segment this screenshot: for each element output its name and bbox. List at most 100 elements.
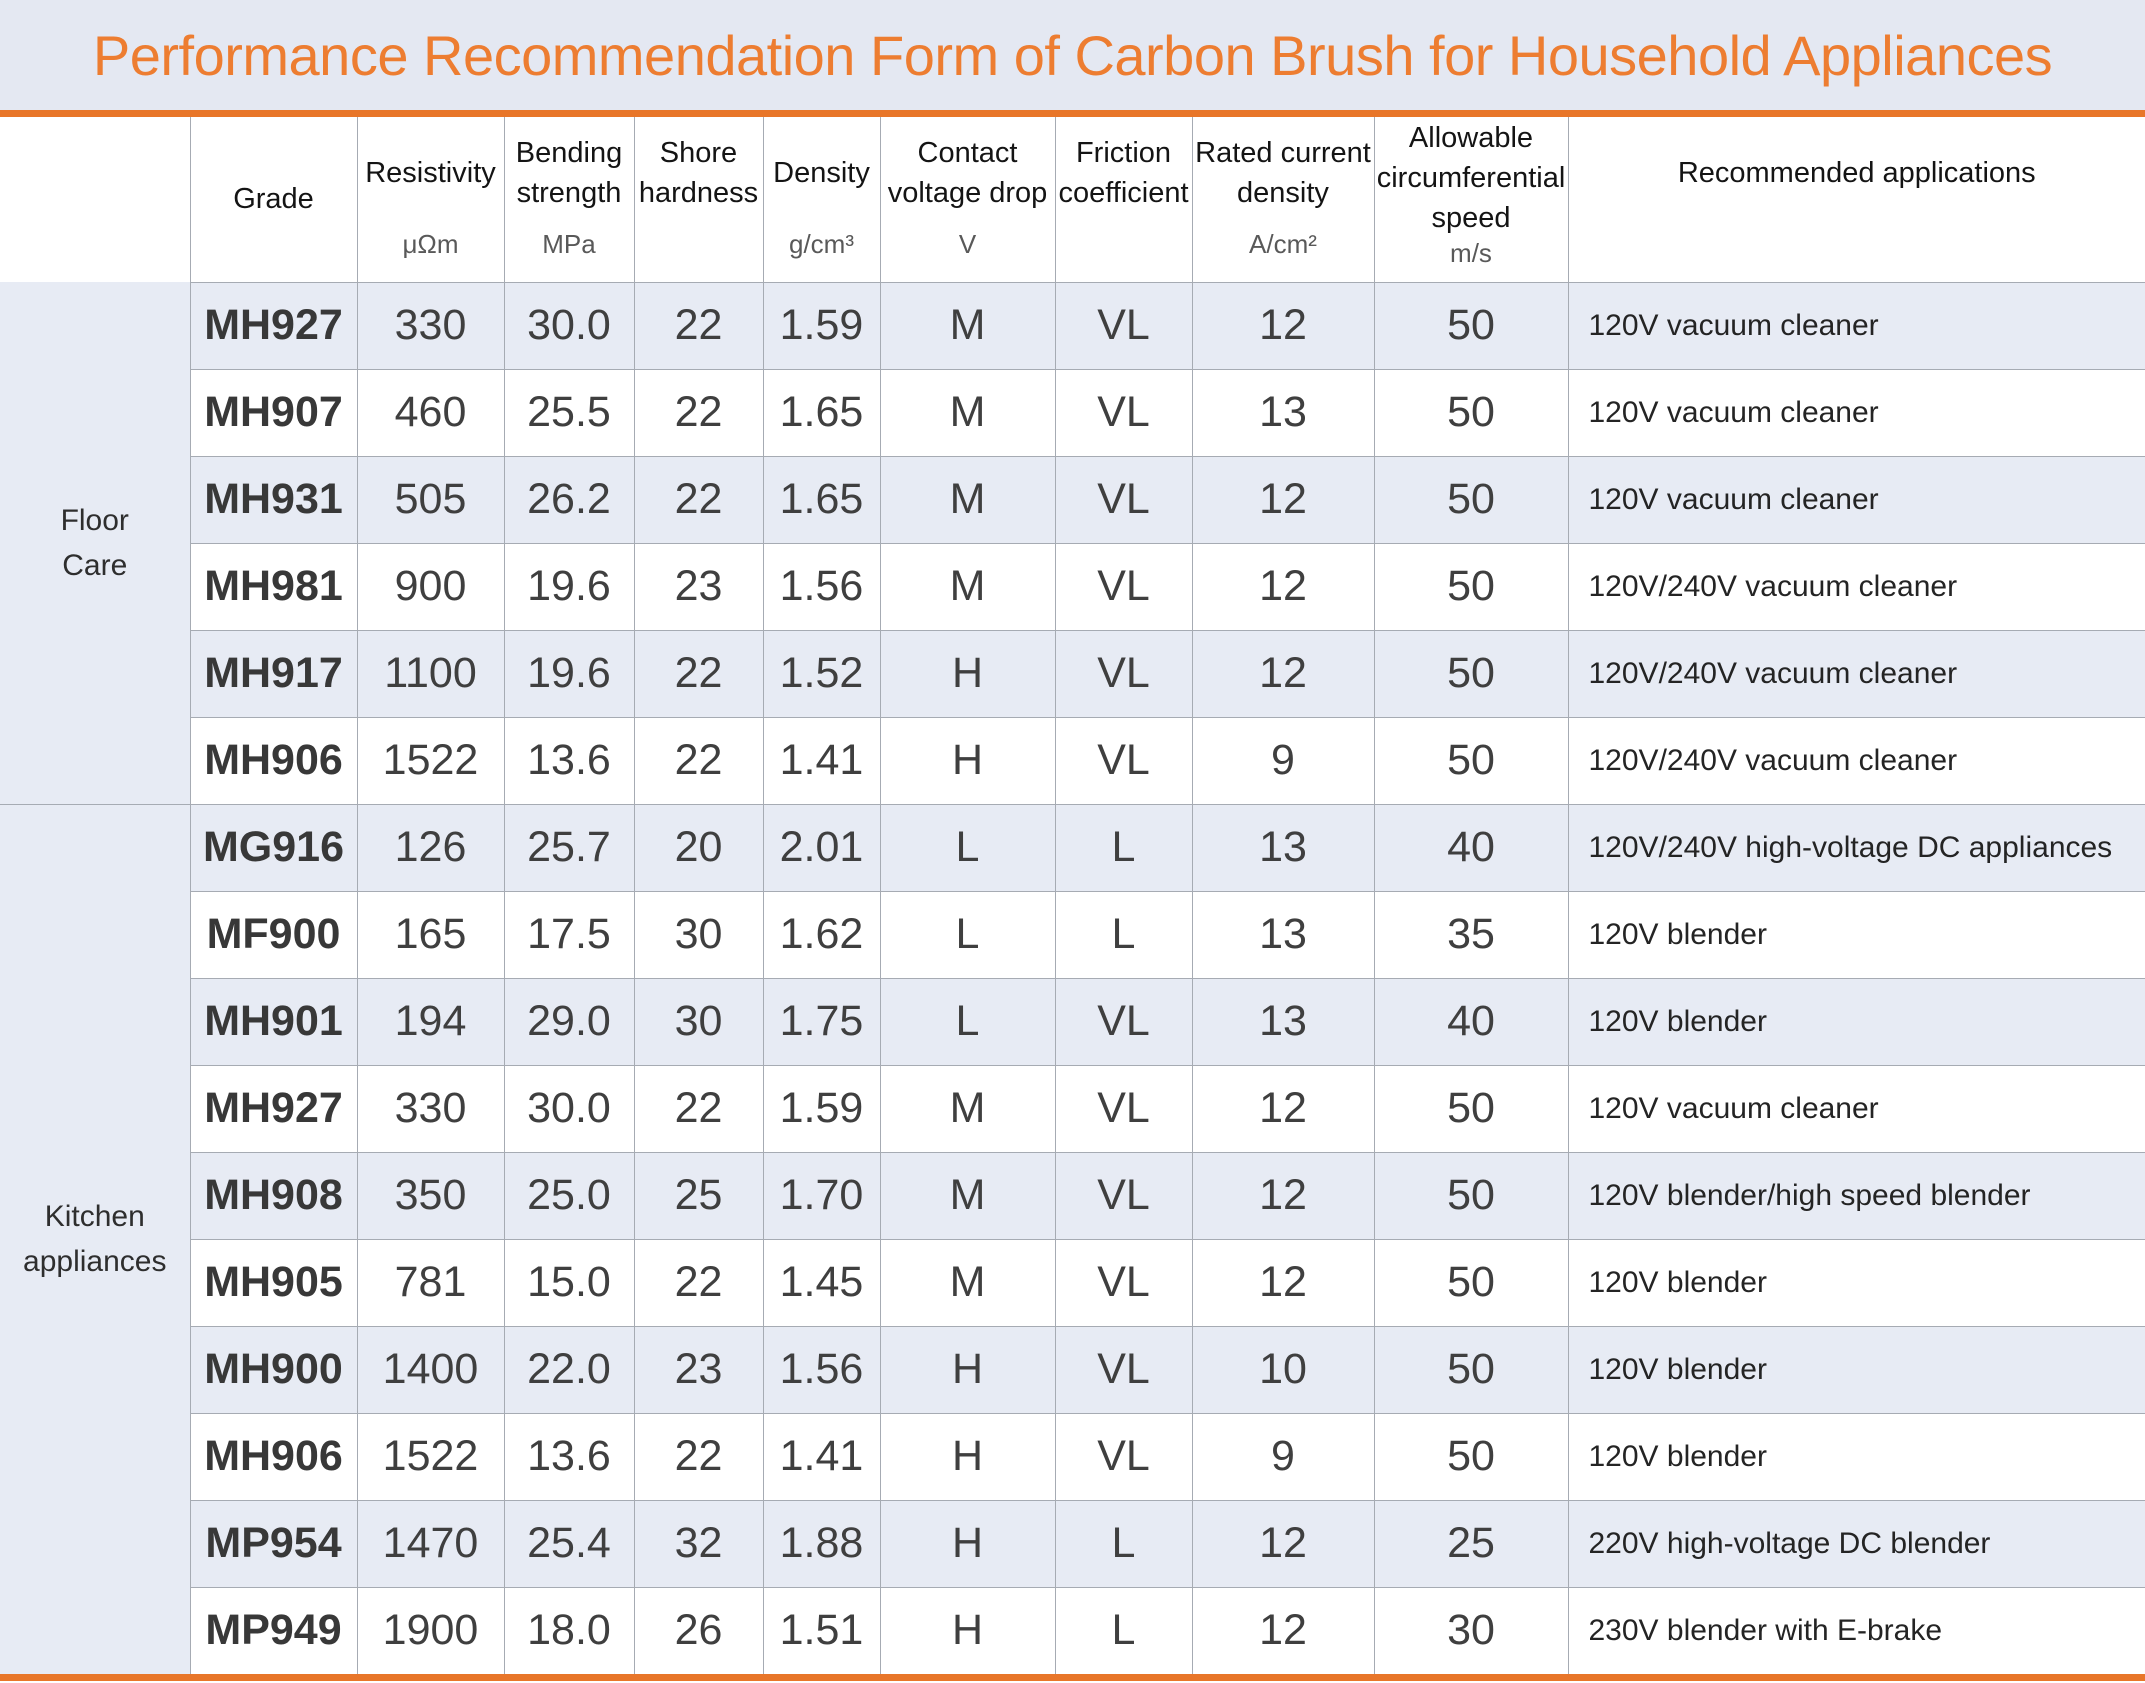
column-label: Recommended applications [1677,157,2036,190]
section-label-line: appliances [23,1245,167,1279]
cell-density: 1.41 [762,1412,881,1501]
cell-recommended_applications: 120V/240V vacuum cleaner [1567,542,2145,631]
cell-friction_coefficient: VL [1054,1325,1193,1414]
table-row: MH906 1522 13.6 22 1.41 H VL 9 50 120V/240V vacuu… [0,716,2145,805]
cell-friction_coefficient: L [1054,1586,1193,1674]
cell-recommended_applications: 120V blender [1567,1412,2145,1501]
cell-friction_coefficient: VL [1054,368,1193,457]
cell-shore_hardness: 22 [633,1238,764,1327]
cell-grade: MH906 [189,1412,358,1501]
cell-friction_coefficient: VL [1054,542,1193,631]
cell-shore_hardness: 22 [633,1412,764,1501]
cell-friction_coefficient: VL [1054,281,1193,370]
cell-density: 1.62 [762,890,881,979]
cell-resistivity: 350 [356,1151,505,1240]
cell-resistivity: 1400 [356,1325,505,1414]
cell-shore_hardness: 30 [633,977,764,1066]
column-label: Grade [233,183,314,216]
cell-grade: MH917 [189,629,358,718]
cell-rated_current_density: 10 [1191,1325,1375,1414]
column-unit: A/cm² [1249,228,1317,259]
cell-resistivity: 1522 [356,716,505,805]
cell-recommended_applications: 120V vacuum cleaner [1567,455,2145,544]
cell-contact_voltage_drop: M [879,368,1056,457]
cell-recommended_applications: 120V blender [1567,977,2145,1066]
cell-shore_hardness: 22 [633,368,764,457]
column-header-contact_voltage_drop: Contact voltage drop V [879,117,1056,283]
column-label: Resistivity [365,157,496,190]
cell-bending_strength: 19.6 [503,629,635,718]
table-header-row: Grade Resistivity μΩm Bending strength MPa Sh… [0,117,2145,283]
cell-shore_hardness: 22 [633,716,764,805]
table-row: MF900 165 17.5 30 1.62 L L 13 35 120V blender [0,890,2145,979]
cell-contact_voltage_drop: L [879,803,1056,892]
column-unit: g/cm³ [789,228,854,259]
cell-allowable_circumferential_speed: 50 [1373,542,1569,631]
cell-bending_strength: 17.5 [503,890,635,979]
cell-allowable_circumferential_speed: 50 [1373,1412,1569,1501]
section-label-line: Kitchen [44,1200,145,1234]
cell-allowable_circumferential_speed: 50 [1373,716,1569,805]
cell-allowable_circumferential_speed: 35 [1373,890,1569,979]
cell-shore_hardness: 23 [633,1325,764,1414]
cell-allowable_circumferential_speed: 50 [1373,1151,1569,1240]
column-header-bending_strength: Bending strength MPa [503,117,635,283]
column-label: Rated current density [1195,137,1371,210]
cell-bending_strength: 30.0 [503,281,635,370]
cell-contact_voltage_drop: M [879,1064,1056,1153]
cell-friction_coefficient: VL [1054,1151,1193,1240]
column-header-density: Density g/cm³ [762,117,881,283]
cell-allowable_circumferential_speed: 50 [1373,1238,1569,1327]
cell-contact_voltage_drop: M [879,1238,1056,1327]
cell-resistivity: 194 [356,977,505,1066]
cell-bending_strength: 15.0 [503,1238,635,1327]
cell-shore_hardness: 32 [633,1499,764,1588]
cell-grade: MF900 [189,890,358,979]
cell-grade: MH901 [189,977,358,1066]
cell-shore_hardness: 30 [633,890,764,979]
cell-density: 2.01 [762,803,881,892]
cell-density: 1.70 [762,1151,881,1240]
column-header-grade: Grade [189,117,358,283]
cell-bending_strength: 18.0 [503,1586,635,1674]
cell-rated_current_density: 12 [1191,1151,1375,1240]
cell-grade: MH907 [189,368,358,457]
table-row: MH931 505 26.2 22 1.65 M VL 12 50 120V vacuum cle… [0,455,2145,544]
table-row: MH900 1400 22.0 23 1.56 H VL 10 50 120V blender [0,1325,2145,1414]
cell-bending_strength: 29.0 [503,977,635,1066]
cell-contact_voltage_drop: M [879,542,1056,631]
cell-density: 1.88 [762,1499,881,1588]
cell-resistivity: 1900 [356,1586,505,1674]
column-label: Density [773,157,870,190]
cell-resistivity: 1100 [356,629,505,718]
cell-allowable_circumferential_speed: 50 [1373,281,1569,370]
cell-shore_hardness: 26 [633,1586,764,1674]
cell-allowable_circumferential_speed: 50 [1373,368,1569,457]
cell-allowable_circumferential_speed: 40 [1373,977,1569,1066]
column-header-rated_current_density: Rated current density A/cm² [1191,117,1375,283]
cell-grade: MG916 [189,803,358,892]
cell-allowable_circumferential_speed: 30 [1373,1586,1569,1674]
cell-grade: MP949 [189,1586,358,1674]
cell-rated_current_density: 12 [1191,1064,1375,1153]
page-title: Performance Recommendation Form of Carbo… [92,23,2053,87]
table-row: MP949 1900 18.0 26 1.51 H L 12 30 230V blender wi… [0,1586,2145,1674]
cell-rated_current_density: 13 [1191,803,1375,892]
cell-grade: MH908 [189,1151,358,1240]
cell-density: 1.59 [762,1064,881,1153]
column-header-friction_coefficient: Friction coefficient [1054,117,1193,283]
cell-resistivity: 330 [356,281,505,370]
bottom-divider-rule [0,1674,2145,1681]
column-header-resistivity: Resistivity μΩm [356,117,505,283]
column-unit: m/s [1450,237,1492,268]
column-header-recommended_applications: Recommended applications [1567,117,2145,283]
cell-bending_strength: 30.0 [503,1064,635,1153]
cell-allowable_circumferential_speed: 25 [1373,1499,1569,1588]
cell-resistivity: 165 [356,890,505,979]
cell-rated_current_density: 12 [1191,1499,1375,1588]
cell-grade: MH981 [189,542,358,631]
cell-rated_current_density: 12 [1191,542,1375,631]
section-label-line: Floor [60,503,129,537]
cell-shore_hardness: 22 [633,455,764,544]
cell-resistivity: 900 [356,542,505,631]
